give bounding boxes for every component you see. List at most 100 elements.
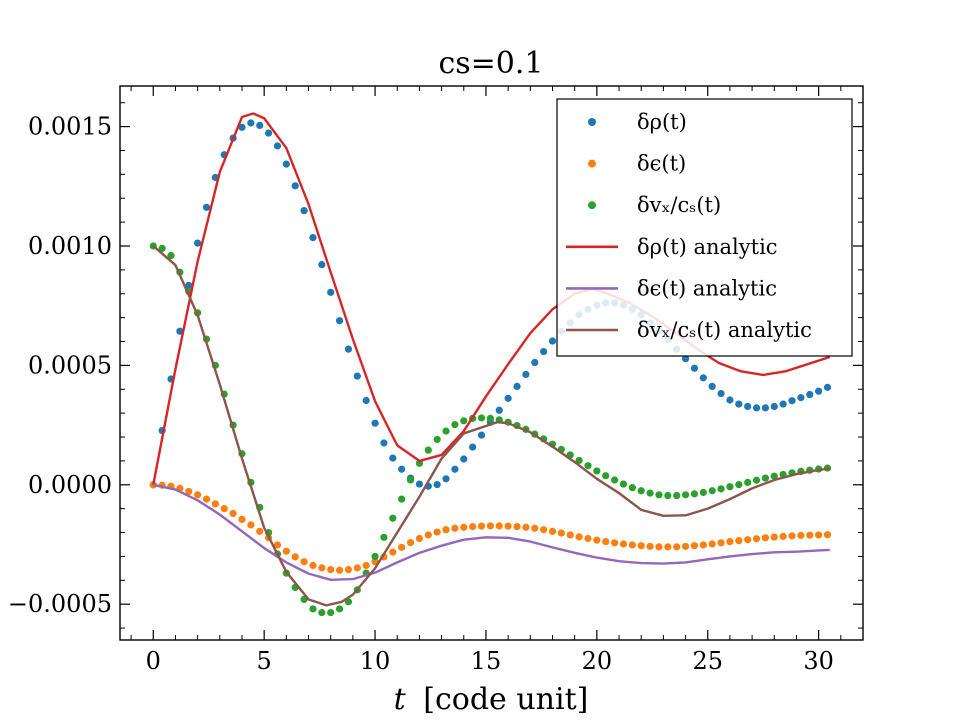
data-point (451, 524, 459, 532)
data-point (557, 529, 565, 537)
data-point (540, 526, 548, 534)
legend-label: δvₓ/cₛ(t) (637, 193, 721, 217)
data-point (495, 406, 503, 414)
data-point (398, 465, 406, 473)
data-point (238, 515, 246, 524)
data-point (167, 251, 175, 260)
data-point (442, 526, 450, 534)
y-tick-label: 0.0010 (28, 232, 112, 260)
plot-series (149, 112, 832, 617)
legend-label: δϵ(t) (637, 152, 686, 176)
data-point (593, 467, 601, 475)
data-point (522, 523, 530, 531)
y-tick-label: 0.0015 (28, 113, 112, 141)
data-point (309, 561, 317, 570)
data-point (708, 540, 716, 548)
data-point (247, 119, 255, 127)
data-point (504, 394, 512, 402)
data-point (566, 531, 574, 539)
data-point (504, 522, 512, 530)
data-point (353, 564, 361, 572)
data-point (628, 484, 636, 492)
legend-entry-vx-cs-t-analytic: δvₓ/cₛ(t) analytic (566, 318, 812, 342)
data-point (673, 543, 681, 551)
data-point (673, 491, 681, 500)
data-point (548, 527, 557, 535)
data-point (708, 382, 716, 390)
data-point (371, 419, 379, 427)
legend-entry-vx-cs-t: δvₓ/cₛ(t) (588, 193, 721, 217)
data-point (681, 355, 690, 363)
data-point (451, 465, 459, 473)
data-point (744, 402, 752, 411)
data-point (309, 605, 317, 613)
plot-area (149, 112, 832, 617)
x-axis-label: t [code unit] (394, 682, 589, 717)
data-point (770, 402, 778, 411)
data-point (770, 533, 778, 541)
data-point (362, 396, 370, 405)
data-point (735, 400, 743, 408)
data-point (389, 548, 397, 556)
data-point (282, 547, 290, 555)
data-point (273, 541, 282, 549)
data-point (398, 543, 406, 551)
x-tick-label: 5 (257, 647, 272, 675)
data-point (451, 421, 459, 429)
data-point (681, 491, 690, 499)
legend-label: δϵ(t) analytic (637, 276, 777, 300)
data-point (761, 534, 770, 542)
data-point (185, 487, 193, 496)
data-point (344, 565, 353, 574)
data-point (806, 390, 814, 399)
series-5 (152, 245, 830, 607)
data-point (424, 446, 432, 454)
data-point (300, 207, 308, 215)
series-3 (152, 112, 831, 486)
data-point (797, 531, 805, 540)
x-axis-label-unit: [code unit] (423, 682, 588, 717)
data-point (602, 472, 610, 480)
legend-label: δρ(t) (637, 110, 687, 134)
data-point (318, 261, 326, 269)
data-point (238, 123, 246, 131)
data-point (247, 521, 255, 529)
series-1 (149, 481, 832, 574)
data-point (477, 522, 486, 530)
data-point (300, 558, 308, 566)
data-point (442, 427, 450, 435)
series-line (152, 245, 830, 607)
data-point (273, 142, 282, 150)
data-point (602, 538, 610, 546)
data-point (690, 542, 699, 550)
legend-marker-swatch (588, 159, 596, 168)
data-point (389, 454, 397, 462)
data-point (628, 541, 636, 549)
legend-marker-swatch (588, 118, 596, 126)
data-point (433, 435, 441, 444)
data-point (664, 543, 672, 551)
data-point (610, 539, 619, 547)
data-point (335, 605, 344, 613)
data-point (726, 483, 734, 491)
data-point (282, 160, 290, 168)
data-point (318, 564, 326, 572)
data-point (309, 234, 317, 242)
data-point (699, 374, 707, 382)
data-point (655, 543, 663, 551)
data-point (371, 552, 379, 561)
data-point (744, 536, 752, 544)
data-point (202, 495, 211, 503)
data-point (318, 608, 326, 617)
x-tick-label: 0 (146, 647, 161, 675)
legend-label: δρ(t) analytic (637, 235, 778, 259)
data-point (655, 491, 663, 499)
data-point (548, 337, 557, 345)
data-point (761, 474, 770, 482)
data-point (646, 542, 654, 550)
data-point (619, 540, 628, 548)
y-tick-label: −0.0005 (8, 590, 112, 618)
data-point (291, 182, 299, 190)
series-4 (153, 483, 830, 582)
